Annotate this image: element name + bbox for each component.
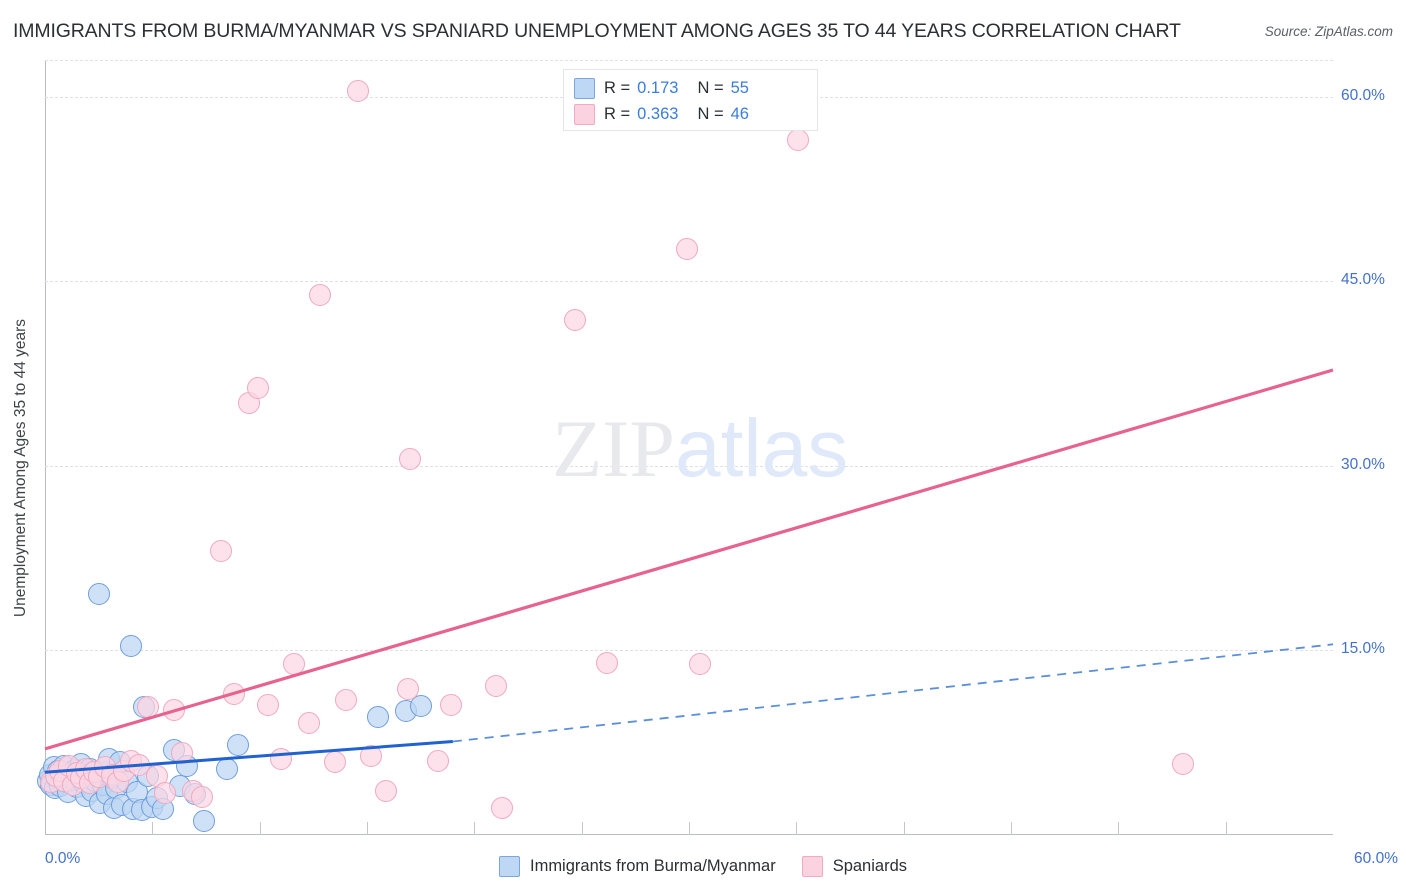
data-point[interactable]	[270, 747, 293, 770]
data-point[interactable]	[257, 693, 280, 716]
data-point[interactable]	[398, 447, 421, 470]
data-point[interactable]	[688, 653, 711, 675]
legend-label-spaniards: Spaniards	[832, 856, 908, 875]
x-tick	[367, 822, 368, 835]
legend-label-immigrants: Immigrants from Burma/Myanmar	[529, 856, 776, 875]
x-tick	[689, 822, 690, 835]
data-point[interactable]	[216, 757, 239, 780]
data-point[interactable]	[222, 682, 245, 705]
stats-row-spaniards: R = 0.363 N = 46	[574, 101, 807, 127]
data-point[interactable]	[171, 741, 194, 764]
legend-color-spaniards-icon	[801, 855, 823, 877]
data-point[interactable]	[787, 128, 810, 151]
data-point[interactable]	[334, 688, 357, 711]
data-point[interactable]	[323, 751, 346, 774]
data-point[interactable]	[360, 745, 383, 768]
data-point[interactable]	[426, 750, 449, 773]
n-label-immigrants: N =	[697, 78, 724, 97]
data-point[interactable]	[491, 796, 514, 819]
y-tick-label: 45.0%	[1341, 271, 1385, 289]
gridline-300	[45, 465, 1333, 467]
data-point[interactable]	[210, 539, 233, 562]
x-axis-max-label: 60.0%	[1354, 850, 1398, 867]
data-point[interactable]	[87, 582, 110, 605]
gridline-150	[45, 650, 1333, 652]
data-point[interactable]	[283, 653, 305, 675]
data-point[interactable]	[484, 675, 507, 698]
legend-color-immigrants-icon	[498, 855, 520, 877]
data-point[interactable]	[396, 677, 419, 700]
legend-item-spaniards[interactable]: Spaniards	[801, 855, 908, 877]
data-point[interactable]	[298, 712, 321, 735]
r-label-spaniards: R =	[604, 104, 631, 123]
x-tick	[1118, 822, 1120, 835]
data-point[interactable]	[347, 79, 370, 102]
data-point[interactable]	[162, 698, 185, 721]
series-legend: Immigrants from Burma/Myanmar Spaniards	[0, 849, 1406, 883]
data-point[interactable]	[227, 734, 250, 757]
data-point[interactable]	[246, 377, 269, 400]
data-point[interactable]	[564, 308, 587, 331]
n-label-spaniards: N =	[697, 104, 724, 123]
y-tick-label: 15.0%	[1341, 640, 1385, 658]
y-axis-title: Unemployment Among Ages 35 to 44 years	[8, 258, 34, 678]
data-point[interactable]	[596, 651, 619, 674]
x-tick	[152, 822, 154, 835]
x-tick	[903, 822, 905, 835]
scatter-plot-area	[37, 60, 1333, 835]
x-tick	[259, 822, 261, 835]
data-point[interactable]	[137, 696, 160, 719]
r-label-immigrants: R =	[604, 78, 631, 97]
x-axis-min-label: 0.0%	[45, 850, 81, 867]
legend-swatch-immigrants-icon	[574, 77, 595, 99]
y-tick-label: 30.0%	[1341, 455, 1385, 473]
data-point[interactable]	[375, 779, 398, 802]
r-value-spaniards: 0.363	[637, 104, 679, 123]
source-attribution: Source: ZipAtlas.com	[1264, 24, 1393, 39]
stats-row-immigrants: R = 0.173 N = 55	[574, 75, 807, 101]
gridline-top	[45, 60, 1333, 61]
y-axis-title-text: Unemployment Among Ages 35 to 44 years	[12, 318, 29, 618]
x-tick	[474, 822, 476, 835]
correlation-stats-box: R = 0.173 N = 55 R = 0.363 N = 46	[563, 69, 818, 131]
page-title: IMMIGRANTS FROM BURMA/MYANMAR VS SPANIAR…	[13, 20, 1181, 42]
x-tick	[1011, 822, 1012, 835]
data-point[interactable]	[190, 785, 213, 808]
n-value-immigrants: 55	[730, 78, 749, 97]
legend-item-immigrants[interactable]: Immigrants from Burma/Myanmar	[498, 855, 776, 877]
data-point[interactable]	[366, 705, 389, 728]
data-point[interactable]	[439, 693, 462, 716]
legend-swatch-spaniards-icon	[574, 103, 595, 125]
data-point[interactable]	[1171, 752, 1194, 775]
data-point[interactable]	[154, 782, 177, 805]
n-value-spaniards: 46	[730, 104, 749, 123]
gridline-450	[45, 281, 1333, 283]
y-tick-label: 60.0%	[1341, 86, 1385, 104]
plot-frame	[45, 60, 1333, 835]
data-point[interactable]	[119, 634, 142, 657]
data-point[interactable]	[308, 283, 331, 306]
data-point[interactable]	[192, 810, 215, 833]
chart-header: IMMIGRANTS FROM BURMA/MYANMAR VS SPANIAR…	[0, 0, 1406, 58]
r-value-immigrants: 0.173	[637, 78, 679, 97]
x-tick	[1225, 822, 1227, 835]
x-tick	[581, 822, 583, 835]
data-point[interactable]	[675, 238, 698, 261]
x-tick	[796, 822, 798, 835]
